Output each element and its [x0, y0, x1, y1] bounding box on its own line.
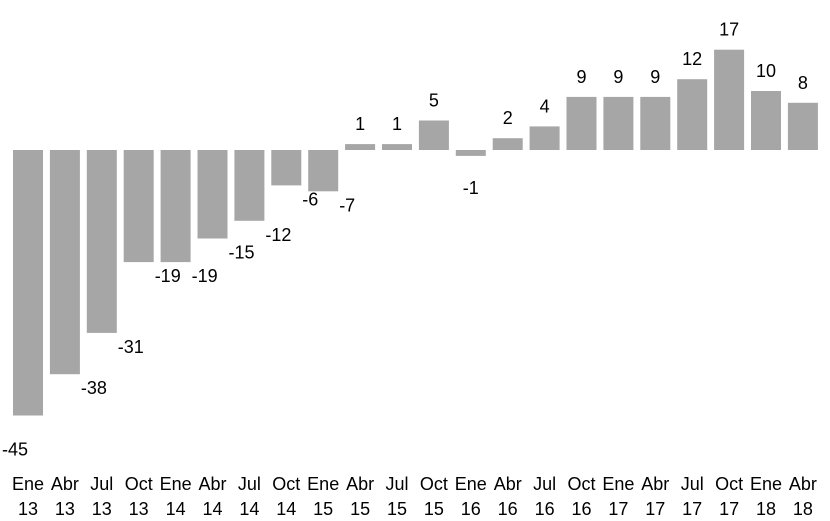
- bar: [271, 150, 302, 186]
- x-tick-month: Abr: [789, 474, 817, 494]
- data-label: -31: [118, 337, 144, 357]
- data-label: -6: [302, 189, 318, 209]
- x-tick-month: Jul: [90, 474, 113, 494]
- bar: [123, 150, 154, 263]
- x-tick-year: 15: [387, 499, 407, 519]
- data-label: 1: [392, 114, 402, 134]
- bar: [566, 96, 597, 150]
- bar: [345, 144, 376, 150]
- x-tick-year: 14: [239, 499, 259, 519]
- x-tick-month: Jul: [533, 474, 556, 494]
- x-tick-month: Ene: [160, 474, 192, 494]
- x-tick-year: 13: [92, 499, 112, 519]
- x-tick-month: Oct: [567, 474, 595, 494]
- x-tick-month: Abr: [494, 474, 522, 494]
- data-label: -7: [339, 195, 355, 215]
- x-tick-year: 18: [793, 499, 813, 519]
- x-tick-year: 17: [719, 499, 739, 519]
- bar: [418, 120, 449, 150]
- x-tick-month: Abr: [51, 474, 79, 494]
- x-tick-year: 13: [55, 499, 75, 519]
- x-tick-year: 16: [498, 499, 518, 519]
- x-tick-month: Jul: [238, 474, 261, 494]
- data-label: -38: [81, 378, 107, 398]
- bar: [86, 150, 117, 333]
- x-tick-year: 15: [424, 499, 444, 519]
- x-tick-year: 16: [535, 499, 555, 519]
- bar: [492, 138, 523, 150]
- data-label: -1: [463, 178, 479, 198]
- x-tick-month: Ene: [602, 474, 634, 494]
- bar: [751, 91, 781, 150]
- bar: [640, 96, 671, 150]
- data-label: 5: [429, 91, 439, 111]
- bar: [529, 126, 560, 150]
- bar: [714, 49, 745, 151]
- x-tick-year: 13: [18, 499, 38, 519]
- data-label: 4: [540, 96, 550, 116]
- x-tick-year: 16: [571, 499, 591, 519]
- data-label: -15: [229, 243, 255, 263]
- data-label: 8: [798, 73, 808, 93]
- bar: [603, 96, 634, 150]
- x-tick-month: Oct: [272, 474, 300, 494]
- data-label: 9: [576, 67, 586, 87]
- x-tick-month: Ene: [750, 474, 782, 494]
- x-tick-month: Oct: [420, 474, 448, 494]
- data-label: 9: [613, 67, 623, 87]
- data-label: -45: [2, 440, 28, 460]
- x-tick-year: 18: [756, 499, 776, 519]
- data-label: -12: [265, 225, 291, 245]
- x-tick-month: Oct: [125, 474, 153, 494]
- x-tick-month: Oct: [715, 474, 743, 494]
- x-tick-month: Abr: [641, 474, 669, 494]
- data-label: 2: [503, 108, 513, 128]
- x-tick-month: Jul: [385, 474, 408, 494]
- bar: [234, 150, 265, 221]
- bar: [160, 150, 191, 263]
- x-tick-year: 14: [276, 499, 296, 519]
- x-tick-month: Ene: [307, 474, 339, 494]
- bar: [13, 150, 43, 416]
- bars-layer: [13, 49, 818, 416]
- data-label: 12: [682, 49, 702, 69]
- x-tick-year: 13: [129, 499, 149, 519]
- x-tick-year: 15: [313, 499, 333, 519]
- x-tick-month: Ene: [455, 474, 487, 494]
- x-tick-month: Abr: [346, 474, 374, 494]
- data-label: -19: [155, 266, 181, 286]
- data-label: 17: [719, 20, 739, 40]
- x-tick-month: Ene: [12, 474, 44, 494]
- bar: [49, 150, 80, 375]
- x-tick-year: 14: [202, 499, 222, 519]
- x-tick-year: 17: [608, 499, 628, 519]
- bar: [455, 150, 486, 156]
- bar: [677, 79, 708, 150]
- x-axis-tick-labels: Ene 13 Abr 13 Jul 13 Oct 13 Ene 14 Abr 14 Jul 14 Oct 14…: [12, 474, 817, 519]
- x-tick-year: 17: [645, 499, 665, 519]
- x-tick-year: 14: [166, 499, 186, 519]
- data-label: 9: [650, 67, 660, 87]
- x-tick-month: Jul: [681, 474, 704, 494]
- data-label: 1: [355, 114, 365, 134]
- x-tick-month: Abr: [198, 474, 226, 494]
- bar: [787, 102, 818, 150]
- data-label: 10: [756, 61, 776, 81]
- x-tick-year: 17: [682, 499, 702, 519]
- bar: [382, 144, 412, 150]
- bar: [308, 150, 339, 192]
- bar: [197, 150, 228, 239]
- x-tick-year: 15: [350, 499, 370, 519]
- x-tick-year: 16: [461, 499, 481, 519]
- data-label: -19: [192, 266, 218, 286]
